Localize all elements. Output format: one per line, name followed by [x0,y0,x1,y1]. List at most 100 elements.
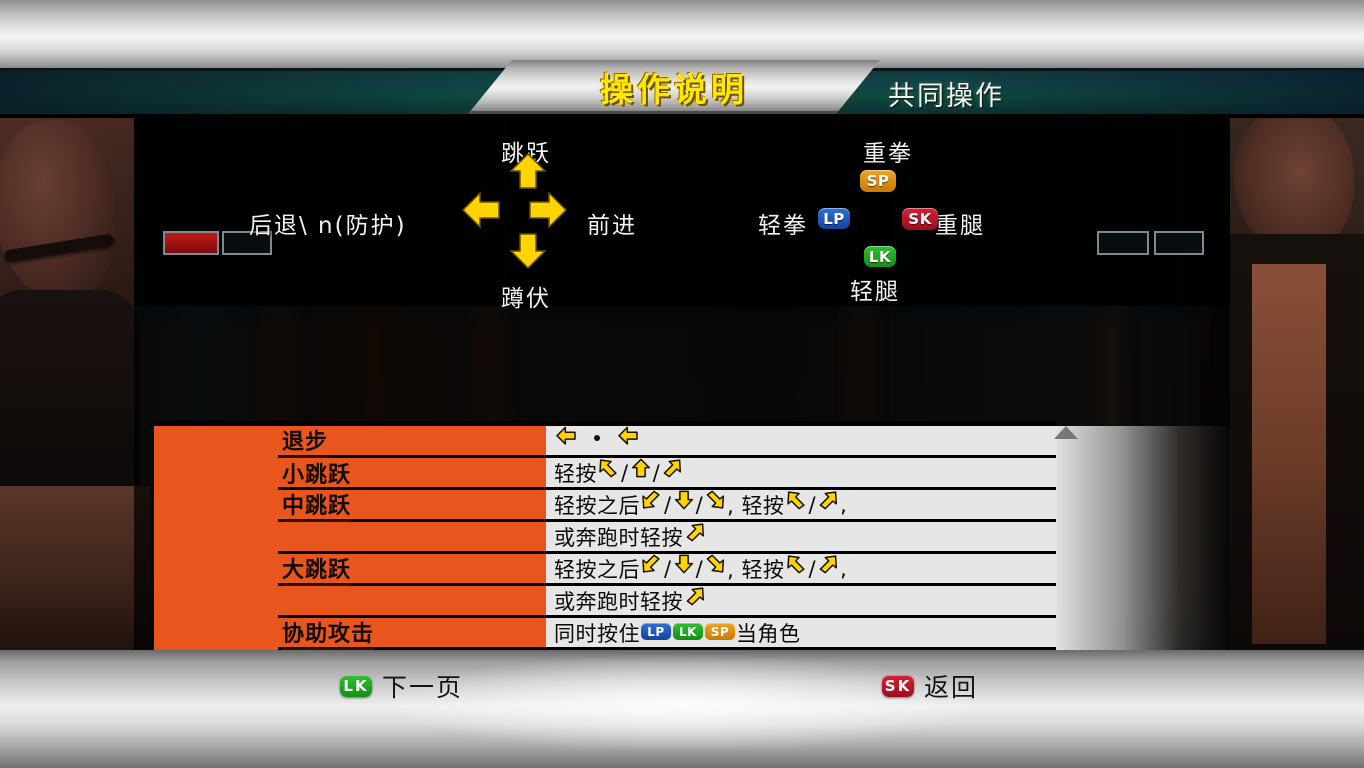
button-badge-lp: LP [641,623,671,640]
table-row[interactable]: 或奔跑时轻按 [278,586,1056,618]
arrow-up-left-icon [786,554,808,579]
command-text: 当角色 [736,621,801,646]
command-text: , [840,556,848,581]
move-name-cell [278,586,546,615]
command-text: 轻按之后 [554,493,640,518]
move-command-cell: 或奔跑时轻按 [546,586,1056,615]
move-list-table: 退步 小跳跃 轻按 / / 中跳跃 轻按之后 / /, 轻按 /, 或奔跑时轻按 大跳跃 轻按之后 / /,… [278,426,1056,650]
pause-dot-icon [594,434,600,441]
light-kick-label: 轻腿 [850,279,900,305]
command-text: 或奔跑时轻按 [554,525,683,550]
arrow-down-icon [673,490,695,515]
table-strip-top-line [154,421,278,426]
scroll-track[interactable] [1056,426,1232,650]
command-text: / [808,492,817,517]
command-text: , 轻按 [727,493,785,518]
command-text: / [808,556,817,581]
page-subtitle: 共同操作 [888,81,1004,112]
command-text: / [652,460,661,485]
arrow-right-icon [528,191,568,229]
scene-dim-overlay-top [134,114,1230,306]
heavy-kick-label: 重腿 [935,213,985,239]
table-row[interactable]: 大跳跃 轻按之后 / / , 轻按 /, [278,554,1056,586]
arrow-left-icon [617,426,639,451]
arrow-up-right-icon [817,554,839,579]
command-text: 或奔跑时轻按 [554,589,683,614]
command-text: , [840,492,848,517]
arrow-up-right-icon [817,490,839,515]
command-text: 轻按 [554,461,597,486]
game-scene-backdrop: 跳跃 蹲伏 后退\ n(防护) 前进 [0,114,1364,650]
arrow-down-icon [673,554,695,579]
health-bar-p2b [1154,231,1204,255]
triangle-up-icon[interactable] [1054,426,1078,439]
character-portrait-right [1200,114,1364,650]
command-text: / [695,556,704,581]
table-row[interactable]: 中跳跃 轻按之后 / / , 轻按 /, [278,490,1056,522]
command-text: / [695,492,704,517]
portrait-face [0,120,114,300]
arrow-up-right-icon [684,522,706,547]
button-lk: LK [864,246,896,267]
command-text: / [664,492,672,517]
page-title: 操作说明 [600,70,748,109]
bottom-metal-frame [0,650,1364,768]
button-badge-sp: SP [705,623,735,640]
table-row[interactable]: 小跳跃 轻按 / / [278,458,1056,490]
portrait-face [1234,114,1354,254]
sk-button-icon: SK [882,675,914,697]
button-sp: SP [860,170,896,192]
table-left-strip [154,421,278,650]
arrow-up-right-icon [661,458,683,483]
move-command-cell: 轻按之后 / / , 轻按 /, [546,490,1056,519]
button-sk: SK [902,208,938,230]
hint-back[interactable]: SK 返回 [882,668,978,704]
move-name-cell: 退步 [278,426,546,458]
move-command-cell: 轻按之后 / / , 轻按 /, [546,554,1056,583]
button-badge-lk: LK [673,623,703,640]
arrow-down-right-icon [704,490,726,515]
arrow-down-left-icon [641,554,663,579]
command-text: , 轻按 [727,557,785,582]
move-name-cell: 中跳跃 [278,490,546,522]
dpad-right-label: 前进 [587,213,637,239]
move-command-cell: 或奔跑时轻按 [546,522,1056,551]
arrow-down-icon [508,232,548,270]
table-row[interactable]: 或奔跑时轻按 [278,522,1056,554]
control-diagram: 跳跃 蹲伏 后退\ n(防护) 前进 [134,114,1230,312]
arrow-up-left-icon [786,490,808,515]
move-command-cell: 同时按住 LP LK SP 当角色 [546,618,1056,647]
table-row[interactable]: 协助攻击 同时按住 LP LK SP 当角色 [278,618,1056,650]
portrait-skirt [0,486,150,650]
move-name-cell [278,522,546,551]
light-punch-label: 轻拳 [758,213,808,239]
move-command-cell: 轻按 / / [546,458,1056,487]
command-text: 轻按之后 [554,557,640,582]
move-name-cell: 小跳跃 [278,458,546,488]
hint-next-page[interactable]: LK 下一页 [340,668,463,704]
portrait-torso [0,290,140,500]
move-command-cell [546,426,1056,455]
command-text: / [621,460,629,485]
hint-back-label: 返回 [924,673,979,702]
arrow-down-right-icon [704,554,726,579]
portrait-shirt [1252,264,1326,644]
dpad-left-label: 后退\ n(防护) [249,213,407,239]
table-top-border [278,421,1056,426]
arrow-down-left-icon [641,490,663,515]
arrow-up-right-icon [684,586,706,611]
dpad-down-label: 蹲伏 [501,286,551,312]
move-name-cell: 协助攻击 [278,618,546,650]
button-lp: LP [818,208,850,229]
table-row[interactable]: 退步 [278,426,1056,458]
move-name-cell: 大跳跃 [278,554,546,586]
arrow-left-icon [555,426,577,451]
arrow-left-icon [461,191,501,229]
health-bar-fill [165,233,217,253]
arrow-up-icon [630,458,652,483]
health-bar-p1b [222,231,272,255]
character-portrait-left [0,114,150,650]
heavy-punch-label: 重拳 [863,141,913,167]
arrow-up-left-icon [598,458,620,483]
